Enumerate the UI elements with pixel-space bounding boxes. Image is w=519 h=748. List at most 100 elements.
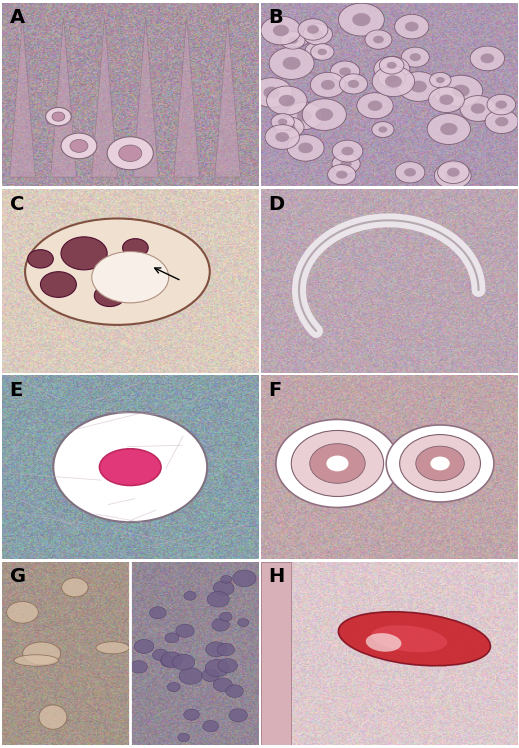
Ellipse shape: [7, 601, 38, 623]
Circle shape: [409, 53, 421, 61]
Ellipse shape: [92, 251, 169, 303]
Circle shape: [297, 111, 312, 121]
Text: H: H: [268, 567, 284, 586]
Circle shape: [321, 80, 335, 90]
Circle shape: [394, 14, 429, 39]
Circle shape: [336, 171, 347, 179]
Circle shape: [285, 102, 323, 129]
Circle shape: [283, 57, 301, 70]
Circle shape: [485, 110, 518, 133]
Circle shape: [161, 652, 183, 667]
Polygon shape: [51, 17, 76, 177]
Circle shape: [205, 660, 229, 677]
Circle shape: [165, 633, 179, 643]
Circle shape: [416, 446, 465, 481]
Ellipse shape: [62, 578, 88, 597]
Circle shape: [434, 162, 471, 188]
Circle shape: [207, 592, 229, 607]
Circle shape: [276, 132, 289, 142]
Circle shape: [312, 47, 322, 54]
Circle shape: [52, 112, 65, 121]
Circle shape: [332, 140, 363, 162]
Circle shape: [94, 284, 125, 307]
Circle shape: [374, 56, 410, 82]
Circle shape: [379, 57, 404, 74]
Circle shape: [440, 123, 457, 135]
Circle shape: [176, 624, 194, 637]
Circle shape: [269, 47, 314, 79]
Text: F: F: [268, 381, 281, 400]
Circle shape: [430, 456, 450, 470]
Circle shape: [233, 570, 256, 586]
Circle shape: [307, 25, 319, 34]
Circle shape: [378, 68, 405, 88]
Circle shape: [400, 435, 481, 492]
Circle shape: [278, 119, 288, 125]
Circle shape: [338, 3, 385, 36]
Circle shape: [70, 140, 88, 153]
Circle shape: [61, 237, 107, 270]
Text: E: E: [10, 381, 23, 400]
Circle shape: [401, 47, 429, 67]
Circle shape: [372, 67, 415, 96]
Circle shape: [471, 103, 485, 114]
Circle shape: [293, 36, 302, 42]
Circle shape: [61, 133, 97, 159]
Circle shape: [385, 64, 399, 74]
Ellipse shape: [366, 633, 401, 652]
Circle shape: [122, 239, 148, 257]
Circle shape: [429, 87, 465, 112]
Circle shape: [217, 643, 235, 656]
Circle shape: [202, 669, 219, 681]
Circle shape: [213, 678, 233, 692]
Ellipse shape: [371, 625, 447, 652]
Circle shape: [107, 137, 153, 170]
Polygon shape: [10, 17, 35, 177]
Circle shape: [229, 709, 248, 722]
Circle shape: [445, 171, 460, 181]
Text: G: G: [10, 567, 26, 586]
Circle shape: [410, 81, 427, 93]
Polygon shape: [174, 17, 199, 177]
Circle shape: [298, 143, 313, 153]
Circle shape: [311, 43, 334, 61]
Circle shape: [281, 31, 305, 49]
Circle shape: [387, 62, 397, 69]
Circle shape: [267, 86, 307, 115]
Circle shape: [251, 78, 292, 107]
Circle shape: [481, 53, 494, 64]
Circle shape: [342, 147, 353, 156]
Circle shape: [275, 117, 304, 138]
Circle shape: [149, 607, 166, 619]
Circle shape: [203, 720, 218, 732]
Ellipse shape: [14, 654, 58, 666]
Circle shape: [310, 444, 365, 483]
Circle shape: [352, 13, 371, 26]
Circle shape: [439, 94, 454, 105]
Circle shape: [373, 36, 384, 43]
Circle shape: [487, 94, 516, 115]
Circle shape: [119, 145, 142, 162]
Circle shape: [276, 420, 399, 507]
Circle shape: [153, 649, 169, 660]
Circle shape: [160, 656, 176, 667]
Circle shape: [438, 161, 469, 183]
Circle shape: [470, 46, 504, 71]
Circle shape: [460, 96, 496, 121]
Circle shape: [218, 659, 237, 672]
Circle shape: [496, 100, 507, 108]
Circle shape: [398, 72, 439, 102]
Circle shape: [386, 425, 494, 502]
Circle shape: [178, 733, 189, 742]
Circle shape: [331, 61, 360, 82]
Circle shape: [261, 16, 301, 45]
Circle shape: [310, 73, 346, 97]
Circle shape: [238, 619, 249, 627]
Ellipse shape: [96, 642, 129, 654]
Circle shape: [427, 114, 470, 144]
Circle shape: [405, 22, 419, 31]
Ellipse shape: [100, 449, 161, 485]
Circle shape: [265, 125, 299, 150]
Circle shape: [291, 430, 384, 497]
Circle shape: [279, 95, 295, 106]
